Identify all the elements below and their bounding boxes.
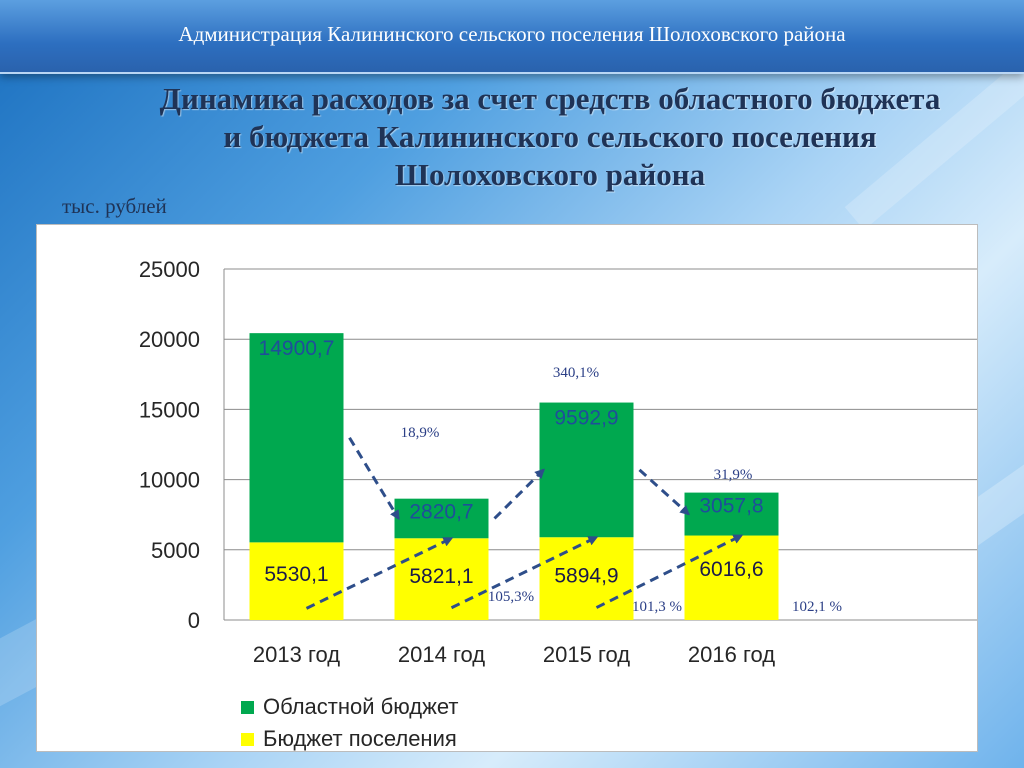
trend-arrow [305, 536, 454, 610]
chart-panel: 0 5000 10000 15000 20000 25000 5530,1 14900,7 20… [36, 224, 978, 752]
data-label-regional: 9592,9 [554, 407, 618, 430]
legend-label: Областной бюджет [263, 694, 459, 719]
data-label-local: 5530,1 [264, 563, 328, 586]
trend-arrow [638, 468, 690, 516]
legend-item-local: Бюджет поселения [241, 723, 458, 755]
x-tick-label: 2016 год [688, 642, 775, 667]
bar-regional-budget [394, 498, 489, 539]
y-tick-label: 5000 [151, 538, 200, 563]
bar-local-budget [394, 538, 489, 620]
legend-item-regional: Областной бюджет [241, 691, 458, 723]
title-line: Динамика расходов за счет средств област… [159, 81, 941, 116]
y-tick-label: 0 [188, 608, 200, 633]
bar-regional-budget [539, 402, 634, 538]
trend-arrow [348, 436, 400, 521]
data-label-regional: 14900,7 [259, 337, 335, 360]
bar-local-budget [684, 535, 779, 620]
data-label-local: 5821,1 [409, 565, 473, 588]
percent-annotation-local: 101,3 % [632, 599, 682, 615]
trend-arrow [450, 535, 599, 610]
unit-label: тыс. рублей [62, 194, 167, 218]
bar-regional-budget [249, 333, 344, 543]
x-tick-label: 2014 год [398, 642, 485, 667]
y-tick-label: 20000 [139, 327, 200, 352]
data-label-regional: 2820,7 [409, 501, 473, 524]
x-tick-label: 2013 год [253, 642, 340, 667]
bar-local-budget [249, 542, 344, 620]
trend-arrow [493, 468, 545, 520]
x-tick-label: 2015 год [543, 642, 630, 667]
chart-legend: Областной бюджет Бюджет поселения [241, 691, 458, 755]
y-tick-label: 15000 [139, 397, 200, 422]
trend-arrow [595, 534, 744, 609]
bar-local-budget [539, 537, 634, 620]
data-label-regional: 3057,8 [699, 495, 763, 518]
legend-swatch-local [241, 732, 254, 746]
header-text: Администрация Калининского сельского пос… [178, 22, 846, 46]
percent-annotation-regional: 31,9% [714, 467, 753, 483]
stacked-bar-chart: 0 5000 10000 15000 20000 25000 5530,1 14900,7 20… [139, 257, 977, 667]
data-label-local: 5894,9 [554, 565, 618, 588]
percent-annotation-regional: 18,9% [401, 425, 440, 441]
bar-regional-budget [684, 492, 779, 536]
percent-annotation-regional: 340,1% [553, 365, 599, 381]
percent-annotation-local: 102,1 % [792, 599, 842, 615]
title-line: и бюджета Калининского сельского поселен… [223, 119, 877, 154]
title-line: Шолоховского района [394, 157, 706, 192]
header-bar: Администрация Калининского сельского пос… [0, 0, 1024, 74]
y-tick-label: 25000 [139, 257, 200, 282]
y-tick-label: 10000 [139, 468, 200, 493]
data-label-local: 6016,6 [699, 558, 763, 581]
slide-title: Динамика расходов за счет средств област… [90, 80, 1010, 194]
legend-swatch-regional [241, 700, 254, 714]
legend-label: Бюджет поселения [263, 726, 457, 751]
percent-annotation-local: 105,3% [488, 589, 534, 605]
